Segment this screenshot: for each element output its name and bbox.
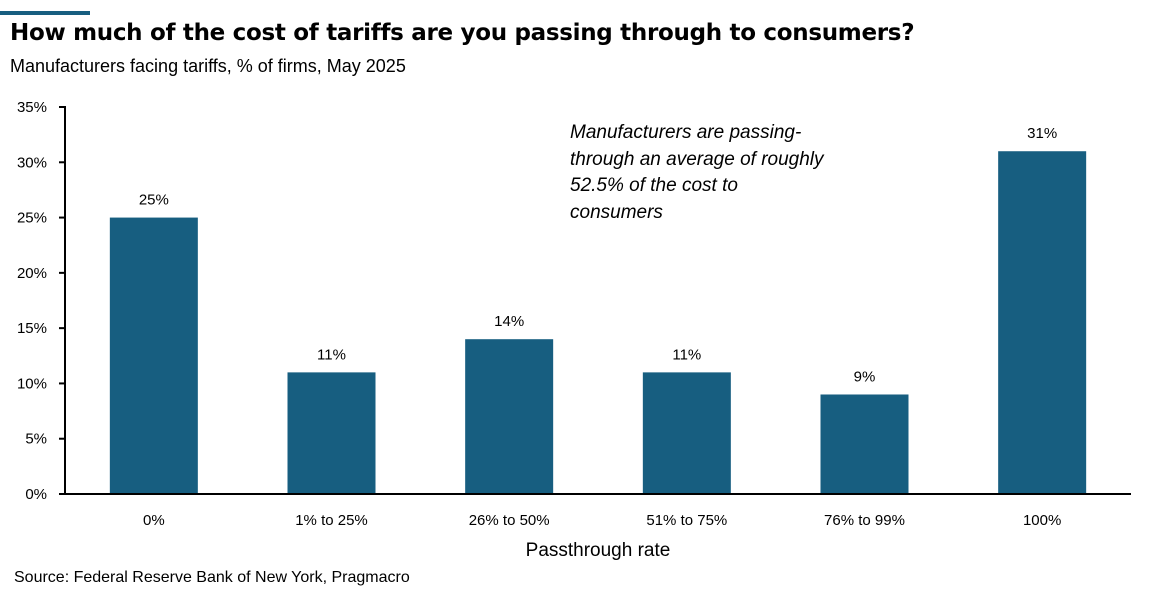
x-tick-label-1: 1% to 25% [295,512,368,529]
x-axis-title: Passthrough rate [526,540,671,561]
y-tick-label-2: 10% [17,375,47,392]
data-label-1: 11% [317,346,346,363]
x-tick-label-3: 51% to 75% [646,512,727,529]
data-label-3: 11% [672,346,701,363]
chart-subtitle: Manufacturers facing tariffs, % of firms… [10,56,406,76]
y-tick-label-0: 0% [25,486,47,503]
x-tick-label-4: 76% to 99% [824,512,905,529]
y-tick-label-7: 35% [17,99,47,116]
bar-1 [287,372,376,494]
x-tick-label-5: 100% [1023,512,1061,529]
bar-5 [998,151,1087,494]
y-tick-label-4: 20% [17,265,47,282]
y-tick-label-3: 15% [17,320,47,337]
bar-0 [109,217,198,495]
bar-3 [642,372,731,494]
x-tick-label-0: 0% [143,512,165,529]
data-label-4: 9% [854,368,876,385]
chart-title: How much of the cost of tariffs are you … [10,20,915,46]
title-accent-bar [0,11,90,15]
bar-2 [465,339,554,494]
chart-annotation: Manufacturers are passing-through an ave… [570,122,824,223]
bar-4 [820,394,909,494]
data-label-5: 31% [1027,125,1057,142]
y-tick-label-5: 25% [17,210,47,227]
x-tick-label-2: 26% to 50% [469,512,550,529]
y-tick-label-6: 30% [17,154,47,171]
source-note: Source: Federal Reserve Bank of New York… [14,569,410,586]
data-label-2: 14% [494,313,524,330]
y-tick-label-1: 5% [25,431,47,448]
data-label-0: 25% [139,192,169,209]
